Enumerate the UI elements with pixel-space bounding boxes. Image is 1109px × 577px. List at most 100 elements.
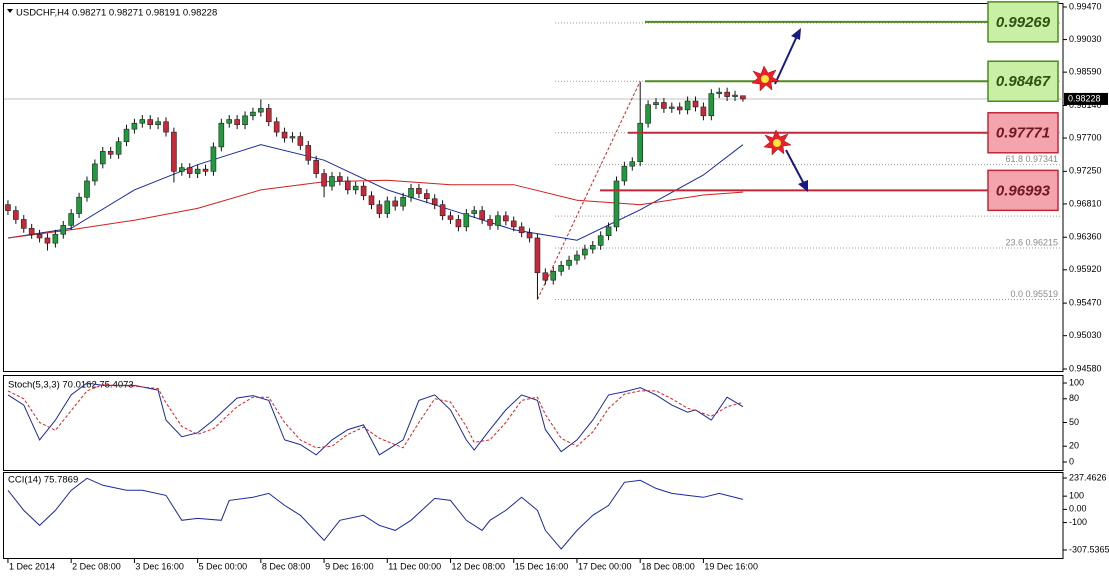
x-tick-label: 11 Dec 00:00 <box>388 561 441 571</box>
candle-body <box>574 254 580 261</box>
candle-body <box>313 159 319 174</box>
fib-label: 61.8 0.97341 <box>1005 154 1058 164</box>
y-tick-label: 0 <box>1069 456 1074 466</box>
candle-body <box>92 163 98 182</box>
panel-title: Stoch(5,3,3) 70.0162 75.4073 <box>8 380 134 391</box>
candle-body <box>455 219 462 228</box>
candle-body <box>234 119 240 126</box>
candle-body <box>352 185 359 191</box>
level-box <box>987 60 1059 103</box>
candle-body <box>400 196 406 207</box>
fib-trendline <box>536 81 641 300</box>
candle-body <box>700 106 707 117</box>
x-tick-label: 8 Dec 08:00 <box>262 561 311 571</box>
candle-body <box>321 173 327 187</box>
candle-body <box>258 108 264 113</box>
x-tick-label: 9 Dec 16:00 <box>325 561 374 571</box>
y-tick-label: -307.5365 <box>1069 544 1109 554</box>
main-panel <box>3 3 1064 372</box>
candle-body <box>131 122 138 130</box>
indicator-line <box>7 384 744 449</box>
candle-body <box>376 204 383 214</box>
y-tick-label: 0.95920 <box>1069 264 1102 274</box>
candle-body <box>139 119 146 124</box>
x-tick-label: 5 Dec 00:00 <box>199 561 248 571</box>
candle-body <box>661 102 667 109</box>
candle-body <box>186 167 193 174</box>
moving-average <box>7 144 744 241</box>
candle-body <box>107 151 114 155</box>
fib-label: 0.0 0.95519 <box>1010 289 1058 299</box>
level-box <box>987 169 1059 212</box>
y-tick-label: 0.95470 <box>1069 297 1102 307</box>
candle-body <box>439 204 446 217</box>
candle-body <box>416 188 422 194</box>
candle-body <box>605 226 612 237</box>
candle-body <box>360 185 367 197</box>
x-tick-label: 15 Dec 16:00 <box>515 561 569 571</box>
y-tick-label: 0.97250 <box>1069 166 1102 176</box>
x-tick-label: 17 Dec 00:00 <box>578 561 632 571</box>
y-tick-label: 100 <box>1069 491 1084 501</box>
fib-label: 23.6 0.96215 <box>1005 237 1058 247</box>
moving-average <box>7 179 743 239</box>
y-tick-label: 0.94580 <box>1069 363 1102 373</box>
candle-body <box>582 248 588 256</box>
candle-body <box>487 219 493 226</box>
candle-body <box>447 215 454 220</box>
panel-title: CCI(14) 75.7869 <box>8 475 78 486</box>
candle-body <box>115 141 122 155</box>
candle-body <box>566 259 572 266</box>
explosion-core <box>773 139 781 147</box>
level-label: 0.96993 <box>996 182 1051 199</box>
candle-body <box>613 180 620 228</box>
arrow-head <box>791 28 801 40</box>
annotations <box>751 28 808 192</box>
candle-body <box>179 167 185 172</box>
candle-body <box>645 104 651 124</box>
candle-body <box>542 272 549 281</box>
level-label: 0.97771 <box>996 125 1050 142</box>
candle-body <box>226 119 233 124</box>
candle-body <box>202 168 209 172</box>
panel-title: USDCHF,H4 0.98271 0.98271 0.98191 0.9822… <box>16 8 217 19</box>
candle-body <box>558 265 564 272</box>
candle-body <box>653 102 659 106</box>
candle-body <box>329 176 335 187</box>
y-tick-label: 80 <box>1069 393 1079 403</box>
candle-body <box>155 121 161 126</box>
candle-body <box>550 270 557 281</box>
candle-body <box>424 193 430 200</box>
candle-body <box>76 196 82 214</box>
candle-body <box>392 200 398 207</box>
y-tick-label: -100 <box>1069 517 1087 527</box>
candle-body <box>463 213 470 228</box>
candle-body <box>44 237 51 244</box>
x-tick-label: 18 Dec 08:00 <box>641 561 695 571</box>
candle-body <box>684 100 691 111</box>
current-price-label: 0.98228 <box>1068 93 1101 103</box>
y-tick-label: 0.00 <box>1069 504 1087 514</box>
level-box <box>987 1 1059 43</box>
candle-body <box>194 168 201 174</box>
candle-body <box>289 136 296 139</box>
candle-body <box>384 200 391 214</box>
candle-body <box>724 91 730 97</box>
candle-body <box>740 95 746 100</box>
symbol-marker <box>7 9 13 13</box>
y-tick-label: 0.99030 <box>1069 34 1102 44</box>
y-tick-label: 0.96810 <box>1069 198 1102 208</box>
level-label: 0.98467 <box>996 73 1051 90</box>
candle-body <box>99 151 106 165</box>
y-tick-label: 0.98590 <box>1069 67 1102 77</box>
candle-body <box>36 233 43 239</box>
candle-body <box>676 106 683 111</box>
candle-body <box>510 220 517 228</box>
y-tick-label: 0.99470 <box>1069 1 1102 11</box>
y-tick-label: 0.96360 <box>1069 232 1102 242</box>
candle-body <box>629 161 636 167</box>
candle-body <box>408 188 414 198</box>
arrow <box>785 149 805 185</box>
y-tick-label: 237.4626 <box>1069 472 1107 482</box>
candle-body <box>503 215 509 222</box>
